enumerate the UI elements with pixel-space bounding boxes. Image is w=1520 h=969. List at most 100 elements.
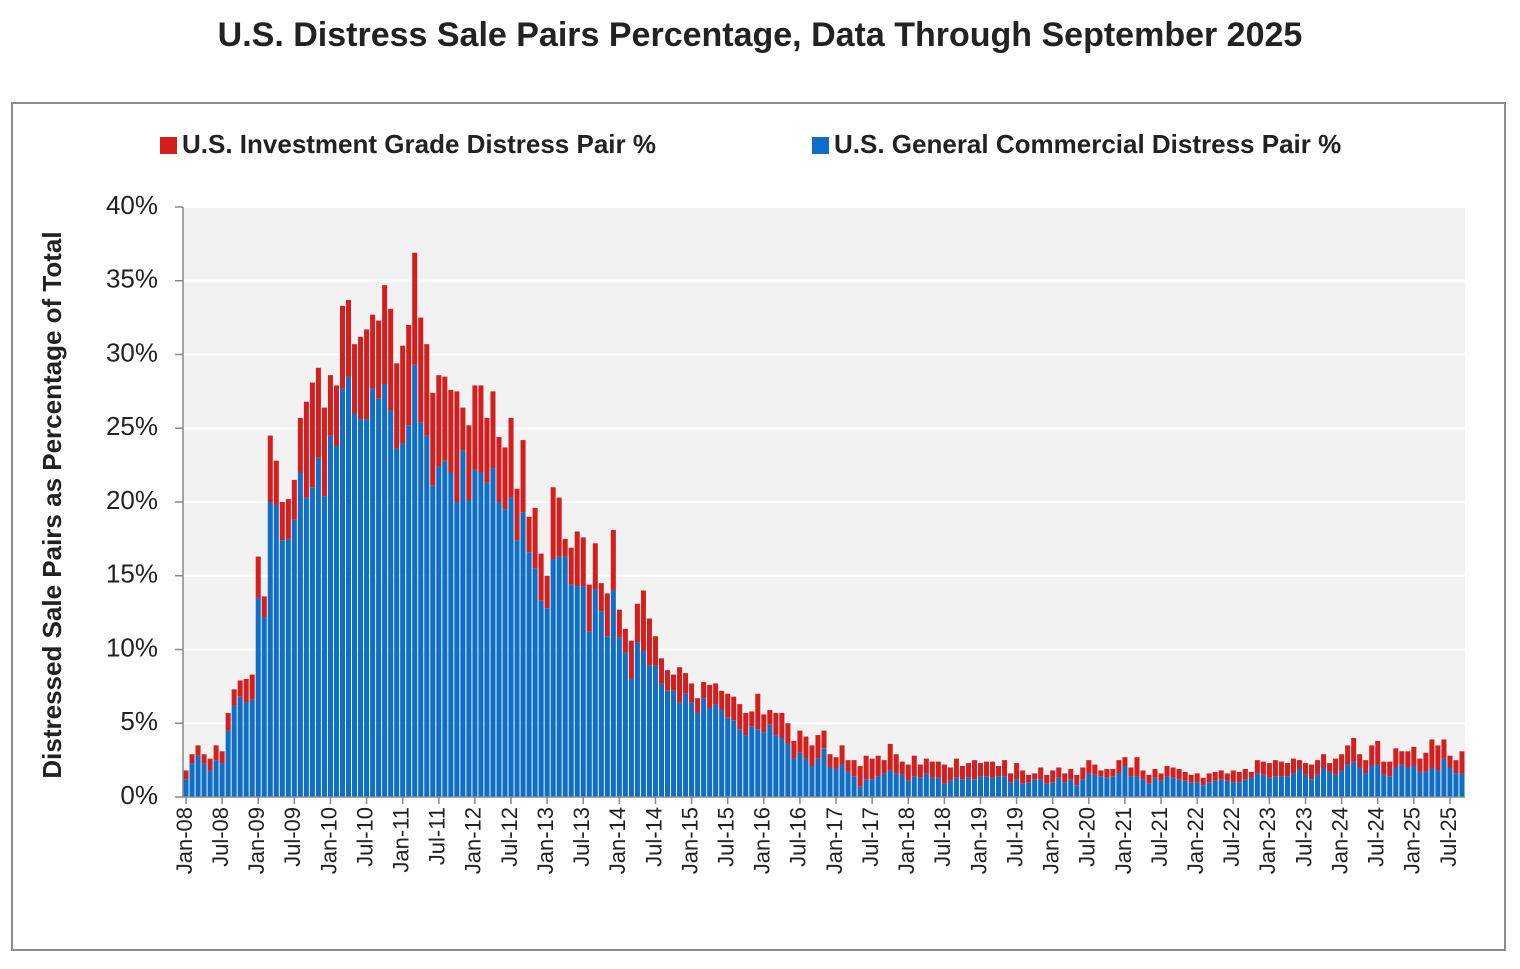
- bar-segment: [1110, 768, 1116, 777]
- bar-segment: [1104, 768, 1110, 778]
- x-tick-label: Jan-20: [1039, 807, 1064, 874]
- bar-segment: [1002, 776, 1008, 797]
- bar-segment: [1200, 777, 1206, 786]
- bar-segment: [1242, 768, 1248, 780]
- bar-segment: [1092, 764, 1098, 775]
- bar-segment: [1393, 748, 1399, 768]
- bar-segment: [406, 425, 412, 797]
- y-tick-label: 15%: [106, 559, 158, 589]
- bar-segment: [207, 758, 213, 771]
- bar-segment: [713, 683, 719, 705]
- bar-segment: [1242, 779, 1248, 797]
- bar-segment: [255, 597, 261, 797]
- bar-segment: [1158, 773, 1164, 781]
- bar-segment: [267, 435, 273, 502]
- bar-segment: [893, 773, 899, 797]
- bar-segment: [628, 679, 634, 797]
- bar-segment: [725, 717, 731, 797]
- bar-segment: [935, 777, 941, 797]
- bar-segment: [701, 698, 707, 797]
- bar-segment: [484, 482, 490, 797]
- bar-segment: [412, 252, 418, 365]
- bar-segment: [671, 690, 677, 797]
- bar-segment: [346, 299, 352, 377]
- bar-segment: [562, 556, 568, 797]
- bar-segment: [652, 665, 658, 797]
- bar-segment: [953, 777, 959, 797]
- bar-segment: [339, 388, 346, 797]
- bar-segment: [881, 773, 887, 797]
- bar-segment: [983, 776, 990, 797]
- bar-segment: [1411, 746, 1417, 767]
- bar-segment: [677, 667, 683, 703]
- bar-segment: [929, 761, 935, 778]
- bar-segment: [875, 776, 881, 797]
- bar-segment: [502, 447, 508, 510]
- bar-segment: [1164, 776, 1170, 797]
- bar-segment: [586, 584, 592, 632]
- bar-segment: [189, 763, 195, 797]
- bar-segment: [1116, 773, 1122, 797]
- bar-segment: [1333, 774, 1339, 797]
- bar-segment: [1381, 774, 1387, 797]
- bar-segment: [442, 376, 448, 461]
- bar-segment: [526, 552, 532, 797]
- y-tick-label: 10%: [106, 632, 158, 662]
- bar-segment: [689, 683, 695, 703]
- bar-segment: [1447, 755, 1453, 768]
- bar-segment: [580, 537, 586, 587]
- bar-segment: [1272, 760, 1278, 777]
- bar-segment: [971, 760, 977, 780]
- bar-segment: [207, 770, 213, 797]
- bar-segment: [490, 468, 496, 797]
- bar-segment: [1134, 757, 1140, 777]
- x-tick-label: Jan-08: [172, 807, 197, 874]
- bar-segment: [1062, 773, 1068, 783]
- bar-segment: [658, 658, 665, 684]
- bar-segment: [1315, 760, 1321, 775]
- bar-segment: [990, 777, 996, 797]
- bar-segment: [448, 389, 454, 473]
- bar-segment: [460, 450, 466, 797]
- bar-segment: [695, 698, 701, 713]
- y-tick-label: 40%: [106, 190, 158, 220]
- bar-segment: [1429, 767, 1435, 797]
- bar-segment: [1375, 740, 1381, 765]
- bar-segment: [616, 637, 622, 797]
- x-tick-label: Jan-17: [822, 807, 847, 874]
- bar-segment: [839, 745, 845, 765]
- bar-segment: [761, 714, 767, 733]
- bar-segment: [472, 469, 478, 797]
- bar-segment: [183, 770, 189, 780]
- bar-segment: [1212, 780, 1218, 797]
- bar-segment: [743, 735, 749, 797]
- x-tick-label: Jul-22: [1219, 807, 1244, 867]
- bar-segment: [466, 500, 472, 797]
- bar-segment: [1086, 773, 1092, 797]
- bar-segment: [809, 766, 815, 797]
- bar-segment: [1417, 771, 1423, 797]
- bar-segment: [195, 755, 201, 797]
- bar-segment: [1302, 774, 1309, 797]
- bar-segment: [309, 487, 315, 797]
- x-tick-label: Jan-19: [966, 807, 991, 874]
- bar-segment: [1284, 763, 1290, 777]
- bar-segment: [466, 425, 472, 501]
- bar-segment: [1230, 782, 1236, 797]
- bar-segment: [1224, 773, 1230, 781]
- bar-segment: [845, 760, 851, 772]
- x-tick-label: Jan-14: [605, 807, 630, 874]
- bar-segment: [911, 776, 917, 797]
- bar-segment: [586, 631, 592, 797]
- bar-segment: [869, 758, 875, 780]
- bar-segment: [965, 763, 971, 778]
- bar-segment: [767, 709, 773, 725]
- bar-segment: [809, 745, 815, 767]
- bar-segment: [520, 512, 526, 797]
- bar-segment: [400, 443, 406, 797]
- bar-segment: [604, 593, 610, 637]
- bar-segment: [646, 618, 652, 666]
- bar-segment: [195, 745, 201, 756]
- bar-segment: [568, 584, 574, 797]
- bar-segment: [1140, 779, 1146, 797]
